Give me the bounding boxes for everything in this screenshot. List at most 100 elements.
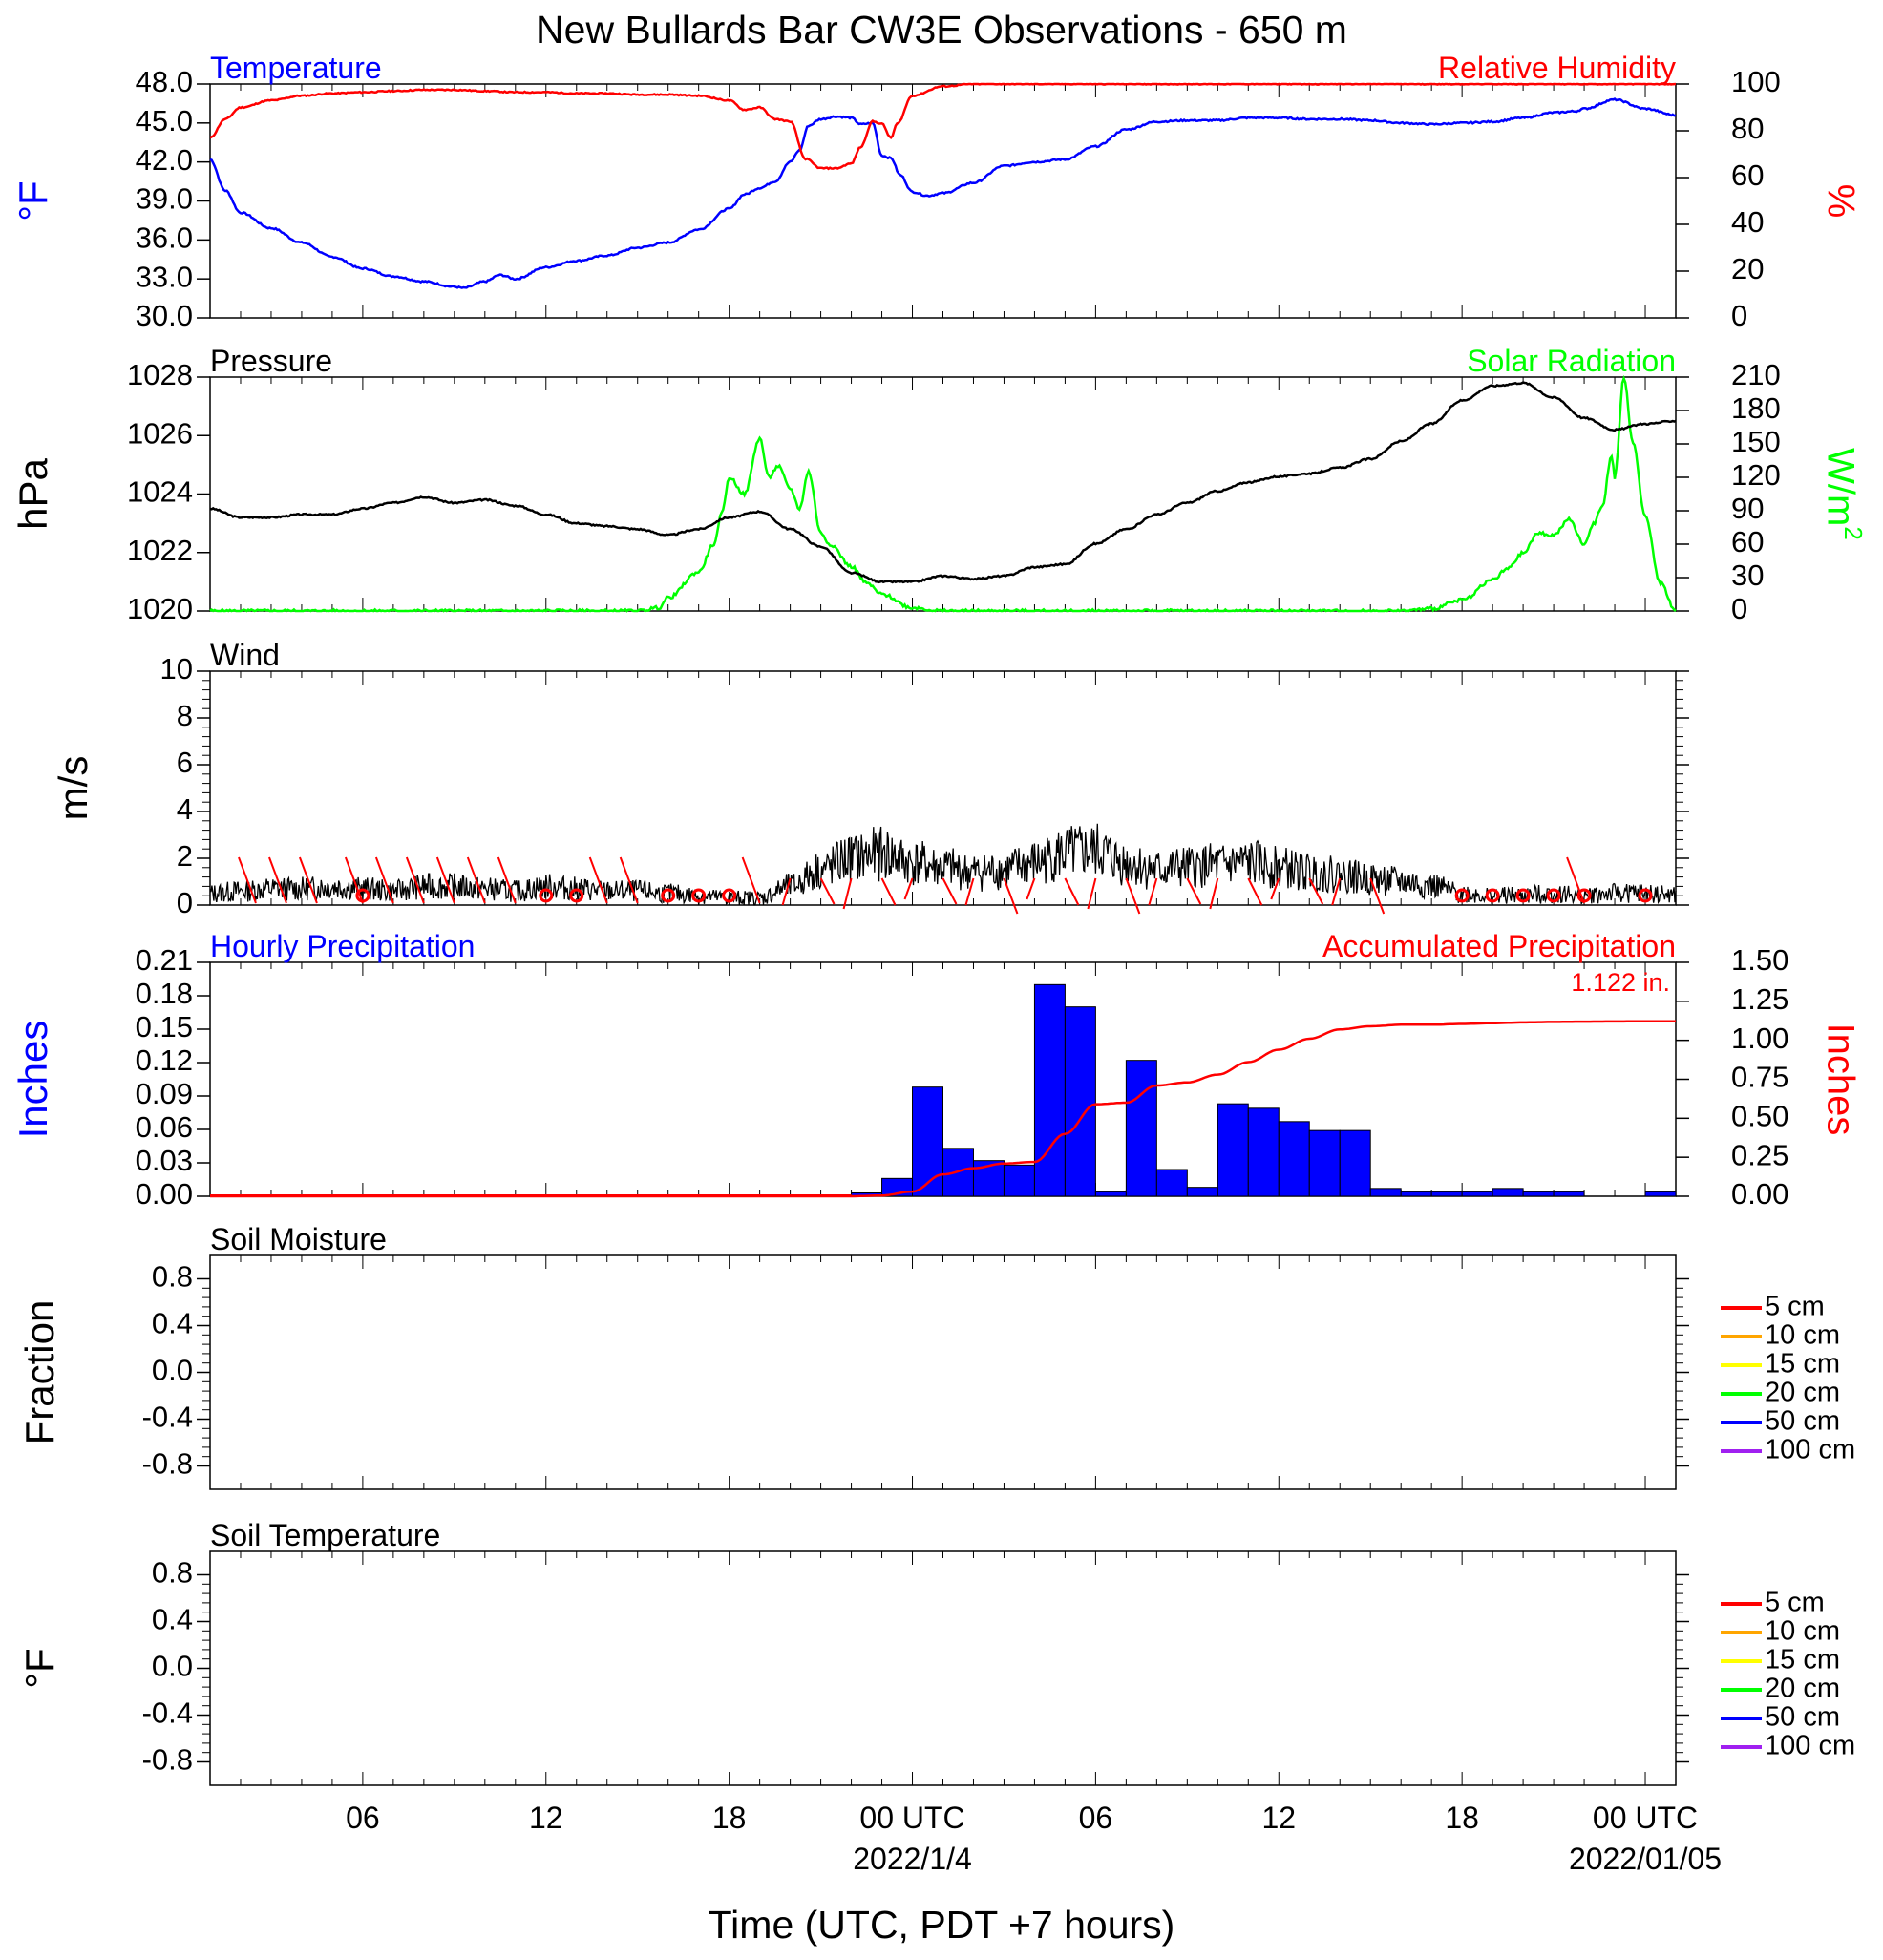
wind-barb (238, 856, 257, 904)
y-tick-label: 33.0 (136, 260, 193, 293)
panel-title-pressure: Pressure (210, 344, 332, 378)
y-tick-label: 0.06 (136, 1110, 193, 1144)
y-tick-label: 0.4 (152, 1307, 193, 1340)
y-tick-label: -0.8 (142, 1743, 193, 1777)
precip-bar (1064, 1006, 1096, 1197)
wind-calm-marker (569, 888, 584, 903)
y-axis-label-soil-moisture: Fraction (17, 1300, 62, 1445)
wind-calm-marker (1454, 888, 1470, 903)
wind-barb (588, 856, 608, 904)
y-tick-label-right: 180 (1731, 391, 1781, 425)
wind-calm-marker (1515, 888, 1531, 903)
y-tick-label: -0.4 (142, 1697, 193, 1730)
wind-barb (1308, 877, 1324, 905)
panel-precipitation: 0.000.030.060.090.120.150.180.210.000.25… (11, 929, 1861, 1211)
wind-barb (1003, 877, 1019, 915)
y-tick-label-right: 30 (1731, 558, 1764, 592)
y-tick-label-right: 1.00 (1731, 1022, 1788, 1055)
wind-barb (374, 856, 394, 904)
panel-soil-moisture: -0.8 -0.4 0.0 0.4 0.8 Soil Moisture Fraction 5 … (17, 1222, 1855, 1490)
precip-bar (1186, 1187, 1218, 1197)
wind-barb (466, 856, 486, 904)
precip-bar (1644, 1191, 1677, 1197)
wind-barb (1026, 877, 1036, 900)
y-tick-label: 0.8 (152, 1260, 193, 1294)
wind-barb (964, 877, 975, 906)
wind-calm-marker (1638, 888, 1653, 903)
wind-barb (298, 856, 318, 904)
precip-bar (1339, 1129, 1371, 1197)
y-axis-label-accumulated: Inches (1819, 1023, 1861, 1136)
wind-barb (497, 856, 517, 904)
panel-title-soil-temperature: Soil Temperature (210, 1518, 440, 1552)
y-axis-label-pressure: hPa (11, 457, 55, 529)
legend-label: 100 cm (1765, 1435, 1855, 1465)
y-tick-label-right: 0 (1731, 299, 1747, 332)
x-tick-label: 00 UTC (1593, 1801, 1698, 1835)
y-tick-label-right: 20 (1731, 252, 1764, 285)
y-tick-label: 4 (177, 792, 193, 826)
y-tick-label: 0.03 (136, 1144, 193, 1177)
y-tick-label-right: 0.75 (1731, 1061, 1788, 1094)
panel-temperature-humidity: 30.0 33.0 36.0 39.0 42.0 45.0 48.0 0 20 40 60 80 100… (11, 51, 1861, 332)
y-tick-label: 10 (160, 652, 193, 685)
legend-label: 5 cm (1765, 1292, 1825, 1322)
y-tick-label-right: 0.25 (1731, 1138, 1788, 1171)
y-tick-label-right: 210 (1731, 358, 1781, 391)
y-tick-label: 42.0 (136, 143, 193, 177)
wind-barb (1369, 877, 1386, 915)
precip-bar (1492, 1188, 1524, 1197)
y-axis-label-humidity: % (1819, 184, 1861, 219)
wind-barb (435, 856, 455, 904)
panel-title-solar: Solar Radiation (1467, 344, 1676, 378)
plot-frame (209, 1254, 1677, 1490)
y-tick-label: 0.09 (136, 1077, 193, 1110)
legend-label: 50 cm (1765, 1406, 1840, 1437)
wind-speed-line (209, 823, 1677, 906)
y-tick-label: 0.00 (136, 1177, 193, 1211)
wind-barb (1125, 877, 1141, 915)
y-tick-label-right: 150 (1731, 425, 1781, 458)
y-tick-label: 1024 (127, 475, 193, 509)
y-tick-label: 39.0 (136, 182, 193, 216)
x-axis-title: Time (UTC, PDT +7 hours) (709, 1903, 1175, 1947)
precip-bar (1461, 1191, 1493, 1197)
y-axis-label-wind: m/s (51, 756, 95, 821)
y-tick-label: 1028 (127, 358, 193, 391)
precip-bar (1125, 1060, 1157, 1197)
panel-title-accumulated-precipitation: Accumulated Precipitation (1322, 929, 1676, 963)
x-tick-label: 18 (1445, 1801, 1479, 1835)
panel-title-soil-moisture: Soil Moisture (210, 1222, 387, 1256)
wind-calm-marker (661, 888, 676, 903)
y-tick-label: 0.4 (152, 1603, 193, 1636)
precip-bar (1553, 1191, 1585, 1197)
wind-barb (1247, 877, 1263, 906)
legend-label: 100 cm (1765, 1731, 1855, 1761)
y-tick-label: 36.0 (136, 221, 193, 255)
precip-bar (1247, 1107, 1280, 1197)
y-tick-label-right: 40 (1731, 205, 1764, 239)
y-tick-label-right: 120 (1731, 458, 1781, 492)
x-tick-label: 12 (529, 1801, 563, 1835)
wind-barb (741, 856, 761, 904)
precip-bar (1308, 1129, 1341, 1197)
precip-bar (1155, 1169, 1188, 1197)
y-tick-label-right: 1.50 (1731, 943, 1788, 977)
x-tick-label: 18 (712, 1801, 747, 1835)
y-tick-label: 8 (177, 699, 193, 732)
panel-title-hourly-precipitation: Hourly Precipitation (210, 929, 475, 963)
legend-label: 15 cm (1765, 1349, 1840, 1380)
legend-label: 10 cm (1765, 1616, 1840, 1647)
wind-barb (1186, 877, 1202, 905)
y-tick-label: 1026 (127, 416, 193, 450)
x-tick-label: 06 (1079, 1801, 1113, 1835)
wind-barb (1087, 877, 1097, 910)
precip-bar (1217, 1103, 1249, 1197)
plot-frame (209, 1550, 1677, 1786)
y-axis-label-hourly: Inches (11, 1021, 55, 1139)
legend-label: 10 cm (1765, 1320, 1840, 1351)
